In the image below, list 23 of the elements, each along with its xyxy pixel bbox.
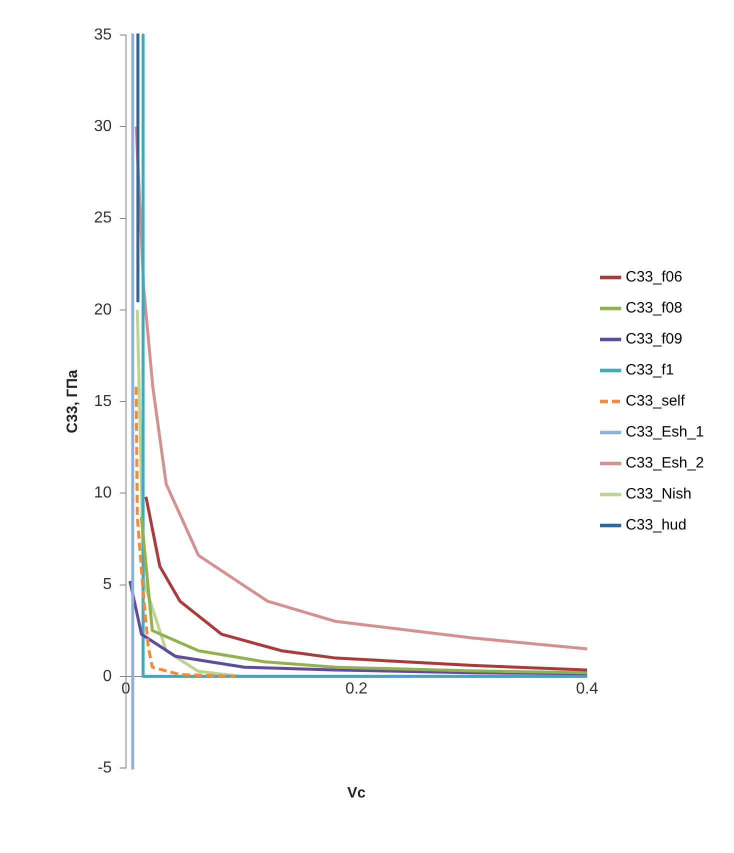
y-tick-label: 0 [102,668,112,685]
x-tick-label: 0.2 [345,680,368,698]
legend-label: C33_Esh_1 [626,424,704,441]
legend-label: C33_f09 [626,330,682,348]
legend-label: C33_hud [626,516,686,534]
y-tick-label: 25 [94,210,112,227]
y-tick-label: 30 [94,118,112,136]
line-series [134,385,237,678]
y-tick-label: 10 [94,484,112,502]
y-tick-label: 35 [94,26,112,44]
y-axis-title: C33, ГПа [64,369,82,434]
y-tick-label: -5 [98,759,112,776]
legend-label: C33_Esh_2 [626,454,704,472]
y-tick-label: 20 [94,301,112,318]
x-axis-title: Vc [347,784,366,802]
y-tick-label: 5 [102,576,112,594]
legend-label: C33_f08 [626,300,682,317]
x-tick-label: 0.4 [576,680,598,698]
legend-label: C33_f06 [626,268,682,286]
y-tick-label: 15 [94,392,112,410]
legend-label: C33_self [626,392,686,410]
legend-label: C33_f1 [626,362,674,379]
legend-label: C33_Nish [626,486,692,503]
